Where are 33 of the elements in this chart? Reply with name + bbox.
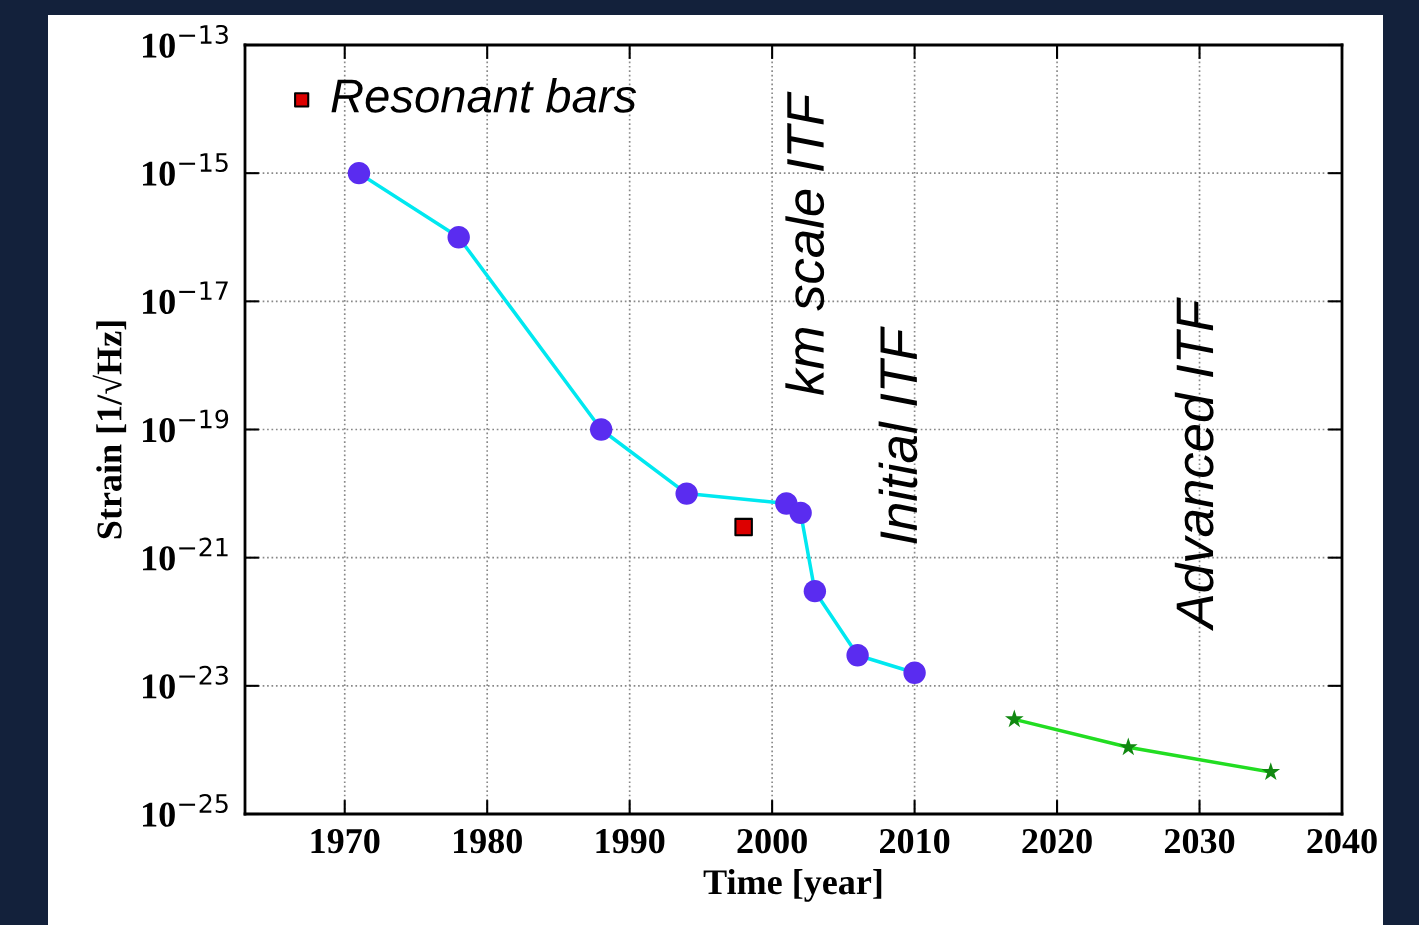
x-tick-label: 1970 (311, 828, 380, 854)
point (846, 644, 869, 667)
y-tick-label: 10$^{−23}$ (143, 665, 228, 699)
x-tick-label: 2000 (737, 828, 807, 854)
point (789, 501, 812, 525)
x-tick-label: 2030 (1164, 828, 1235, 854)
point (1118, 737, 1138, 756)
point (675, 482, 698, 505)
point (803, 579, 827, 603)
point (1261, 762, 1281, 781)
x-tick-label: 1990 (596, 828, 665, 854)
point (447, 226, 470, 249)
legend-label: Resonant bars (331, 78, 637, 113)
x-tick-label: 2010 (880, 828, 950, 854)
y-tick-label: 10$^{−19}$ (143, 409, 229, 443)
x-tick-label: 1980 (453, 828, 522, 854)
annotation: Advanced ITF (1174, 297, 1214, 631)
point (347, 161, 371, 185)
point (734, 517, 753, 537)
point (589, 418, 613, 441)
y-axis-title: Strain [1/√Hz] (92, 321, 127, 539)
annotation: Initial ITF (878, 326, 918, 544)
point (1004, 709, 1024, 728)
y-tick-label: 10$^{−21}$ (143, 537, 228, 571)
x-tick-label: 2040 (1307, 828, 1377, 854)
x-tick-label: 2020 (1022, 828, 1092, 854)
x-axis-title: Time [year] (703, 868, 882, 902)
y-tick-label: 10$^{−13}$ (143, 24, 228, 58)
y-tick-label: 10$^{−25}$ (143, 793, 228, 827)
point (903, 661, 926, 684)
y-tick-label: 10$^{−17}$ (143, 281, 228, 315)
y-tick-label: 10$^{−15}$ (143, 153, 228, 186)
annotation: km scale ITF (785, 91, 825, 396)
